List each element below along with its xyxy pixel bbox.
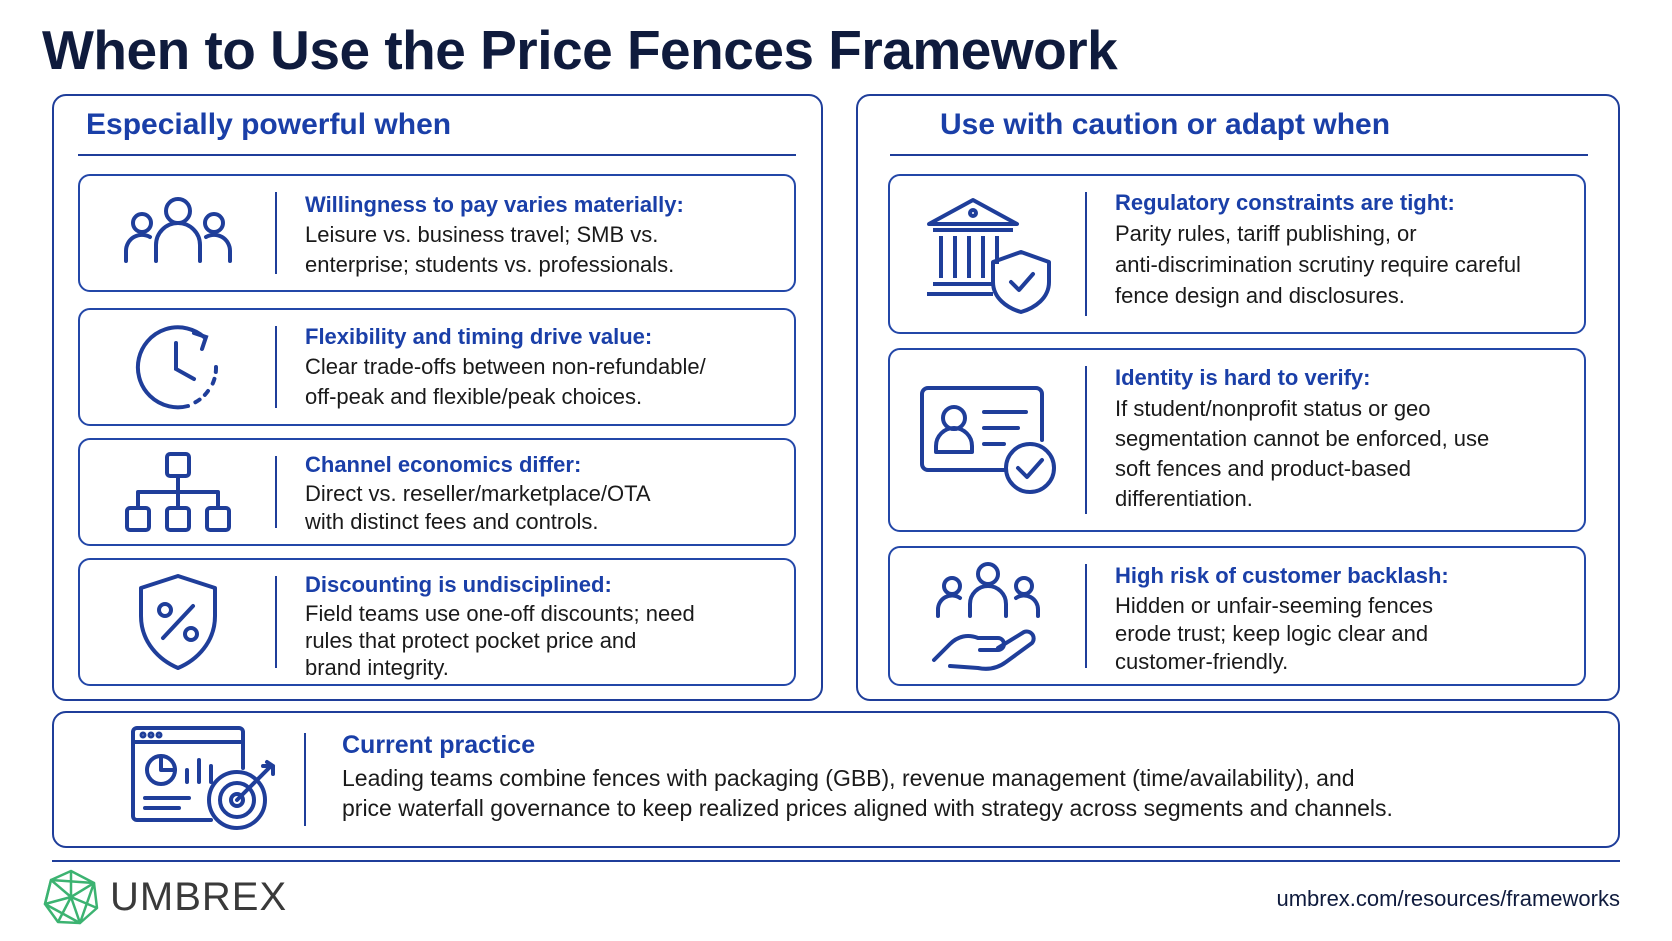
card-line: with distinct fees and controls. bbox=[305, 509, 599, 534]
card-title: Flexibility and timing drive value: bbox=[305, 324, 653, 349]
card-line: Direct vs. reseller/marketplace/OTA bbox=[305, 481, 651, 506]
card-line: off-peak and flexible/peak choices. bbox=[305, 384, 643, 409]
practice-divider bbox=[304, 733, 306, 826]
id-card-check-icon bbox=[890, 350, 1085, 530]
practice-title: Current practice bbox=[342, 731, 536, 759]
card-title: Channel economics differ: bbox=[305, 452, 582, 477]
clock-refresh-icon bbox=[80, 310, 275, 424]
footer-rule bbox=[52, 860, 1620, 862]
card-customer-backlash: High risk of customer backlash: Hidden o… bbox=[888, 546, 1586, 686]
card-title: Regulatory constraints are tight: bbox=[1115, 190, 1455, 215]
card-line: Hidden or unfair-seeming fences bbox=[1115, 593, 1433, 618]
card-divider bbox=[1085, 366, 1087, 514]
card-channel-economics: Channel economics differ: Direct vs. res… bbox=[78, 438, 796, 546]
left-heading-rule bbox=[78, 154, 796, 156]
card-regulatory-constraints: Regulatory constraints are tight: Parity… bbox=[888, 174, 1586, 334]
dashboard-target-icon bbox=[94, 719, 314, 841]
card-title: Discounting is undisciplined: bbox=[305, 572, 612, 597]
card-divider bbox=[275, 576, 277, 668]
people-group-icon bbox=[80, 176, 275, 290]
card-divider bbox=[275, 456, 277, 528]
card-line: enterprise; students vs. professionals. bbox=[305, 252, 675, 277]
card-line: segmentation cannot be enforced, use bbox=[1115, 426, 1490, 451]
card-line: Leisure vs. business travel; SMB vs. bbox=[305, 222, 659, 247]
card-line: customer-friendly. bbox=[1115, 649, 1289, 674]
percent-shield-icon bbox=[80, 560, 275, 684]
logo-text: UMBREX bbox=[110, 874, 288, 919]
page-title: When to Use the Price Fences Framework bbox=[42, 19, 1118, 81]
card-discounting: Discounting is undisciplined: Field team… bbox=[78, 558, 796, 686]
umbrex-logo: UMBREX bbox=[42, 868, 287, 926]
card-divider bbox=[275, 192, 277, 274]
card-line: rules that protect pocket price and bbox=[305, 628, 637, 653]
card-line: If student/nonprofit status or geo bbox=[1115, 396, 1431, 421]
practice-line: price waterfall governance to keep reali… bbox=[342, 795, 1393, 821]
card-identity-verify: Identity is hard to verify: If student/n… bbox=[888, 348, 1586, 532]
card-title: High risk of customer backlash: bbox=[1115, 563, 1449, 588]
card-divider bbox=[1085, 564, 1087, 668]
right-panel: Use with caution or adapt when Regulator… bbox=[856, 94, 1620, 701]
footer-url[interactable]: umbrex.com/resources/frameworks bbox=[1276, 886, 1620, 911]
card-line: Clear trade-offs between non-refundable/ bbox=[305, 354, 706, 379]
bank-shield-icon bbox=[890, 176, 1085, 332]
card-title: Willingness to pay varies materially: bbox=[305, 192, 684, 217]
left-panel-heading: Especially powerful when bbox=[86, 108, 452, 141]
card-willingness-to-pay: Willingness to pay varies materially: Le… bbox=[78, 174, 796, 292]
card-line: fence design and disclosures. bbox=[1115, 283, 1405, 308]
org-chart-icon bbox=[80, 440, 275, 544]
card-line: Parity rules, tariff publishing, or bbox=[1115, 221, 1417, 246]
card-line: soft fences and product-based bbox=[1115, 456, 1411, 481]
card-line: anti-discrimination scrutiny require car… bbox=[1115, 252, 1521, 277]
card-line: Field teams use one-off discounts; need bbox=[305, 601, 695, 626]
practice-line: Leading teams combine fences with packag… bbox=[342, 765, 1355, 791]
current-practice-box: Current practice Leading teams combine f… bbox=[52, 711, 1620, 848]
card-flexibility-timing: Flexibility and timing drive value: Clea… bbox=[78, 308, 796, 426]
card-line: brand integrity. bbox=[305, 655, 449, 680]
card-divider bbox=[275, 326, 277, 408]
card-divider bbox=[1085, 192, 1087, 316]
left-panel: Especially powerful when Willingness to … bbox=[52, 94, 823, 701]
right-panel-heading: Use with caution or adapt when bbox=[940, 108, 1391, 141]
right-heading-rule bbox=[890, 154, 1588, 156]
card-title: Identity is hard to verify: bbox=[1115, 365, 1371, 390]
card-line: erode trust; keep logic clear and bbox=[1115, 621, 1429, 646]
umbrex-logo-icon bbox=[43, 869, 99, 925]
hand-people-icon bbox=[890, 548, 1085, 684]
card-line: differentiation. bbox=[1115, 486, 1253, 511]
